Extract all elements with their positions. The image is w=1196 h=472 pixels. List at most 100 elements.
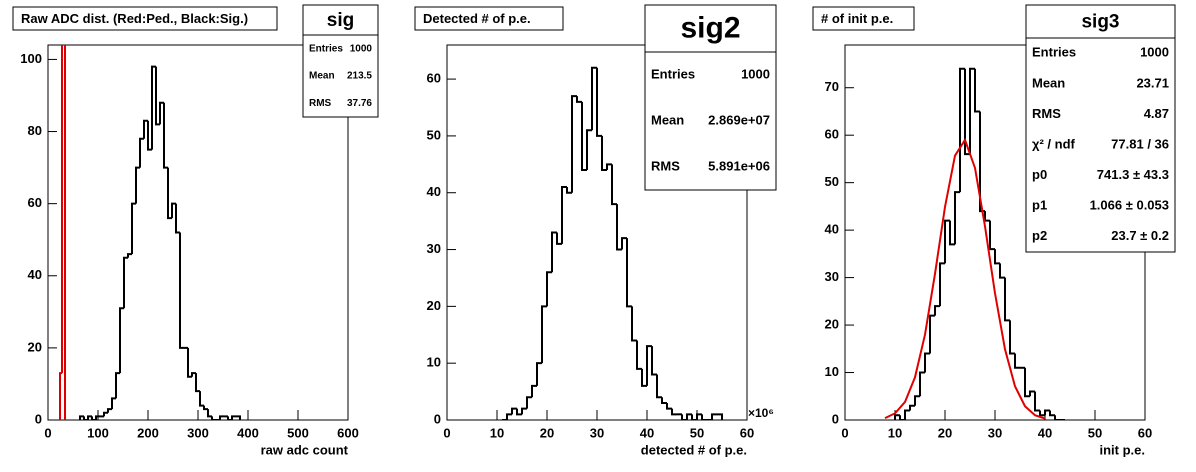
histogram-bin (103, 411, 108, 417)
pad-title: # of init p.e. (821, 11, 893, 26)
histogram-bin (531, 384, 537, 398)
pad: 0 10 20 30 40 50 60 0 10 20 30 40 50 60 detected # of … (414, 4, 777, 457)
stats-label: p2 (1032, 228, 1047, 243)
histogram-bin (95, 415, 100, 420)
histogram-bin (717, 413, 723, 420)
stats-label: p0 (1032, 167, 1047, 182)
histogram-bin (566, 187, 572, 194)
stats-label: RMS (309, 98, 332, 109)
stats-value: 2.869e+07 (708, 112, 770, 127)
x-tick-label: 20 (540, 425, 554, 440)
histogram-bin (163, 102, 168, 169)
y-tick-label: 20 (825, 317, 839, 332)
histogram-bin (1044, 409, 1050, 416)
histogram-bin (179, 232, 184, 349)
histogram-bin (969, 67, 975, 155)
histogram-bin (1029, 390, 1035, 397)
histogram-bin (526, 396, 532, 409)
y-tick-label: 60 (427, 71, 441, 86)
histogram-bin (711, 413, 717, 420)
histogram-bin (984, 211, 990, 222)
histogram-bin (187, 347, 192, 378)
histogram-bin (606, 163, 612, 170)
histogram-bin (1049, 410, 1055, 417)
stats-value: 741.3 ± 43.3 (1097, 167, 1169, 182)
y-tick-label: 50 (825, 174, 839, 189)
histogram-bin (123, 256, 128, 309)
y-tick-label: 60 (825, 127, 839, 142)
histogram-bin (701, 414, 707, 420)
stats-value: 1000 (1140, 45, 1169, 60)
histogram-bin (191, 372, 196, 377)
histogram-bin (959, 67, 965, 193)
histogram-bin (611, 164, 617, 206)
histogram-bin (119, 307, 124, 374)
y-tick-label: 100 (20, 51, 42, 66)
x-tick-label: 60 (1138, 425, 1152, 440)
y-tick-label: 40 (825, 222, 839, 237)
histogram-bin (1039, 410, 1045, 417)
histogram-bin (924, 352, 930, 373)
y-tick-label: 30 (825, 269, 839, 284)
x-tick-label: 20 (938, 425, 952, 440)
stats-value: 4.87 (1144, 106, 1169, 121)
histogram-bin (79, 415, 84, 420)
x-tick-label: 40 (640, 425, 654, 440)
histogram-bin (919, 371, 925, 397)
histogram-bin (681, 414, 687, 420)
histogram-bin (167, 167, 172, 220)
x-tick-label: 40 (1038, 425, 1052, 440)
histogram-bin (91, 416, 96, 420)
histogram-bin (536, 362, 542, 386)
y-tick-label: 0 (832, 411, 839, 426)
histogram-bin (656, 374, 662, 399)
histogram-bin (147, 120, 152, 151)
histogram-bin (994, 249, 1000, 265)
stats-value: 1.066 ± 0.053 (1090, 198, 1169, 213)
x-tick-label: 600 (337, 425, 359, 440)
x-tick-label: 10 (490, 425, 504, 440)
stats-value: 213.5 (347, 71, 372, 82)
histogram-bin (999, 263, 1005, 279)
histogram-bin (521, 407, 527, 415)
pad: 0 10 20 30 40 50 60 0 10 20 30 40 50 60 70 init p.e. # o… (812, 4, 1176, 457)
histogram-bin (964, 68, 970, 156)
y-tick-label: 70 (825, 79, 839, 94)
histogram-bin (894, 414, 900, 420)
histogram-bin (87, 415, 92, 420)
title-box (12, 6, 278, 31)
histogram-bin (155, 66, 160, 126)
pad-title: Raw ADC dist. (Red:Ped., Black:Sig.) (21, 11, 248, 26)
histogram-bin (571, 95, 577, 193)
histogram-bin (107, 408, 112, 413)
histogram-bin (1009, 320, 1015, 355)
histogram-bin (591, 66, 597, 131)
stats-label: RMS (651, 158, 680, 173)
histogram-bin (227, 416, 232, 420)
y-tick-label: 30 (427, 241, 441, 256)
histogram-bin (596, 67, 602, 137)
stats-box (1025, 4, 1176, 253)
histogram-bin (561, 186, 567, 244)
stats-value: 5.891e+06 (708, 158, 770, 173)
title-box (812, 6, 915, 31)
histogram-bin (111, 397, 116, 410)
stats-value: 23.71 (1136, 75, 1169, 90)
stats-value: 1000 (741, 66, 770, 81)
title-box (414, 6, 564, 31)
histogram-bin (556, 232, 562, 245)
histogram-bin (636, 340, 642, 370)
x-scale-label: ×10⁶ (748, 406, 774, 420)
y-tick-label: 40 (427, 184, 441, 199)
x-tick-label: 50 (1088, 425, 1102, 440)
stats-label: p1 (1032, 198, 1047, 213)
histogram-bin (929, 314, 935, 354)
histogram-bin (631, 306, 637, 342)
histogram-bin (909, 404, 915, 411)
histogram-bin (1014, 353, 1020, 369)
histogram-bin (551, 231, 557, 273)
histogram-bin (131, 202, 136, 255)
stats-title: sig3 (1081, 12, 1119, 33)
y-tick-label: 40 (28, 267, 42, 282)
histogram-bin (127, 253, 132, 258)
